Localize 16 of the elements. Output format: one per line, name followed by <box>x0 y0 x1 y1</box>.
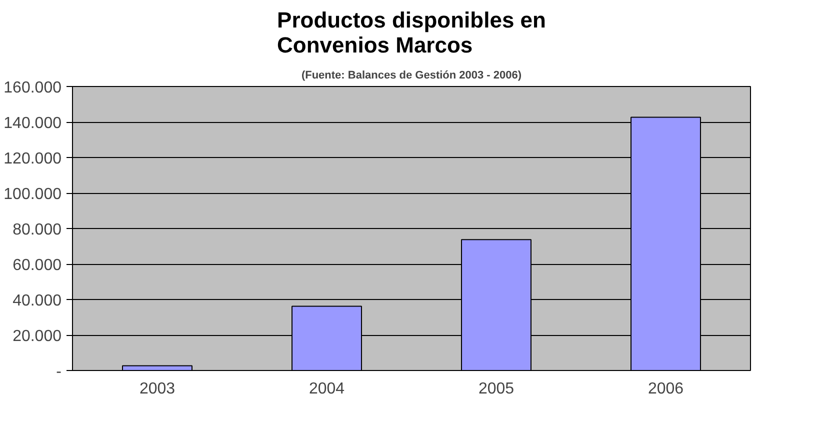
y-tick-label: 160.000 <box>4 80 62 96</box>
x-tick-label: 2003 <box>139 380 176 398</box>
y-tick-label: 140.000 <box>4 115 62 132</box>
y-tick-label: 80.000 <box>12 222 62 238</box>
y-tick-label: 40.000 <box>12 292 62 310</box>
x-tick-label: 2005 <box>478 380 514 398</box>
chart-title: Productos disponibles en Convenios Marcos <box>277 8 546 58</box>
y-tick-label: 60.000 <box>12 257 62 274</box>
y-tick-label: 120.000 <box>4 150 62 168</box>
chart-subtitle: (Fuente: Balances de Gestión 2003 - 2006) <box>301 70 522 82</box>
x-tick-label: 2004 <box>308 380 345 398</box>
x-tick-label: 2006 <box>648 380 684 398</box>
bar <box>122 365 192 370</box>
y-tick-label: - <box>56 364 62 380</box>
y-tick-label: 20.000 <box>12 328 62 345</box>
y-tick-label: 100.000 <box>4 186 62 203</box>
